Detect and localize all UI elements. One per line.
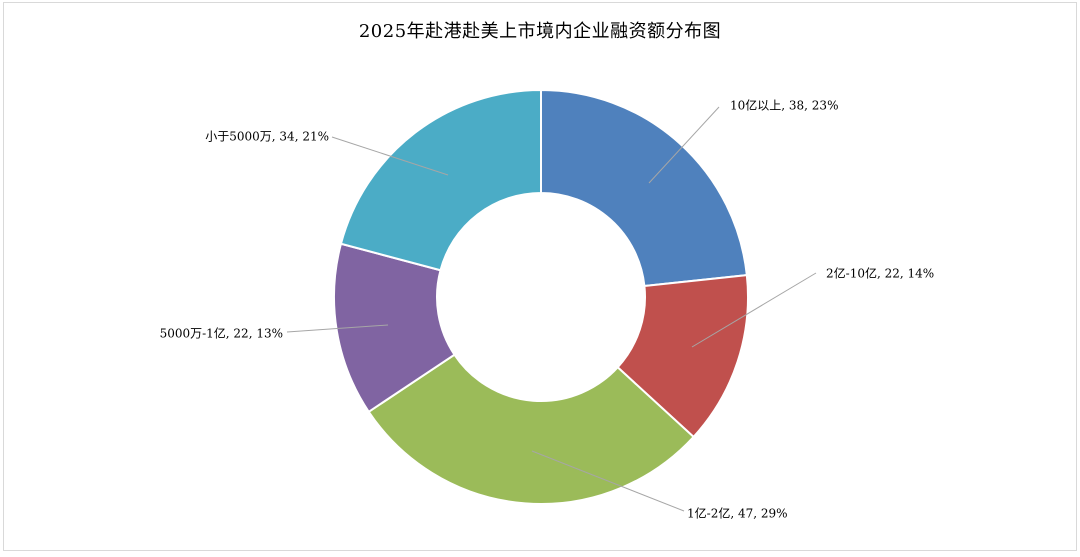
- data-label-4: 5000万-1亿, 22, 13%: [160, 326, 283, 341]
- leader-lines-layer: [286, 106, 817, 512]
- chart-frame: 2025年赴港赴美上市境内企业融资额分布图 10亿以上, 38, 23% 2亿-1…: [3, 2, 1077, 551]
- leader-line-4: [286, 324, 389, 333]
- leader-line-2: [691, 272, 817, 348]
- slices-layer: [333, 88, 749, 505]
- donut-slice-3: [367, 353, 695, 505]
- chart-title: 2025年赴港赴美上市境内企业融资额分布图: [358, 21, 722, 42]
- donut-chart: 10亿以上, 38, 23% 2亿-10亿, 22, 14% 1亿-2亿, 47, …: [160, 88, 935, 521]
- leader-line-1: [648, 106, 720, 184]
- data-label-3: 1亿-2亿, 47, 29%: [687, 506, 788, 521]
- data-label-5: 小于5000万, 34, 21%: [205, 130, 329, 144]
- data-label-2: 2亿-10亿, 22, 14%: [826, 266, 934, 281]
- data-label-1: 10亿以上, 38, 23%: [730, 98, 838, 113]
- donut-slice-5: [339, 88, 542, 272]
- donut-slice-1: [540, 88, 748, 288]
- data-labels-layer: 10亿以上, 38, 23% 2亿-10亿, 22, 14% 1亿-2亿, 47, …: [160, 98, 935, 521]
- leader-line-3: [531, 450, 685, 512]
- leader-line-5: [331, 136, 449, 176]
